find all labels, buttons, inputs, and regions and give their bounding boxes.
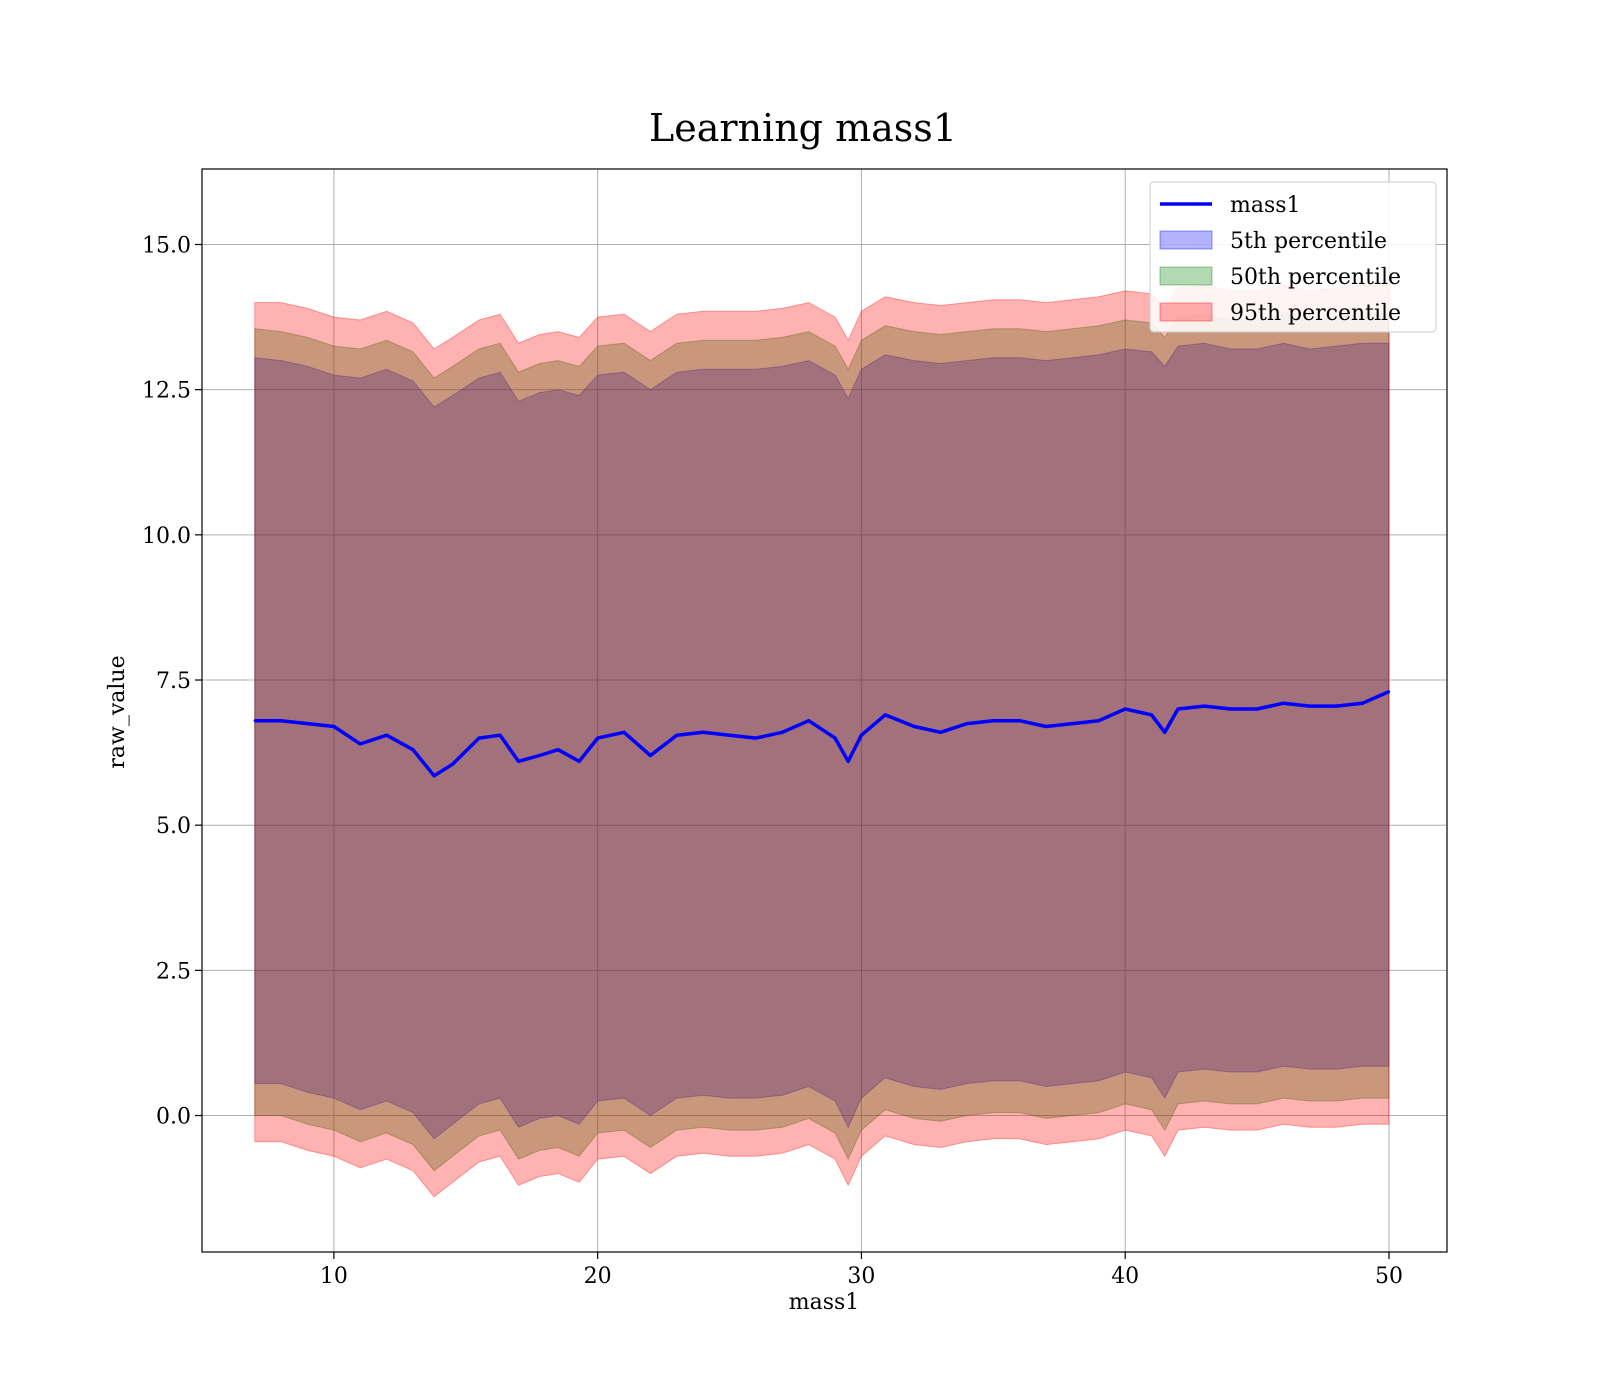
legend-box: [1149, 181, 1437, 333]
x-tick-label: 50: [1375, 1264, 1403, 1289]
mass1-point: [577, 760, 581, 763]
mass1-point: [622, 731, 626, 734]
mass1-point: [279, 719, 283, 722]
y-tick-label: 5.0: [156, 814, 191, 839]
mass1-point: [1018, 719, 1021, 722]
mass1-point: [498, 733, 502, 737]
mass1-point: [253, 719, 256, 722]
chart-title: Learning mass1: [649, 106, 957, 150]
x-tick-label: 10: [320, 1264, 348, 1289]
x-tick-label: 30: [847, 1264, 875, 1289]
legend: mass1 5th percentile 50th percentile 95th p…: [1149, 181, 1437, 333]
legend-label: 5th percentile: [1230, 229, 1387, 254]
mass1-point: [939, 731, 942, 734]
mass1-point: [332, 725, 336, 728]
band-95th-percentile: [254, 284, 1390, 1198]
mass1-point: [1387, 690, 1391, 693]
mass1-point: [1123, 707, 1127, 711]
x-tick-label: 20: [584, 1264, 612, 1289]
mass1-point: [1097, 719, 1101, 722]
mass1-point: [965, 722, 969, 725]
y-tick-label: 10.0: [142, 524, 191, 549]
mass1-point: [432, 774, 436, 778]
mass1-point: [833, 736, 837, 740]
mass1-point: [807, 719, 810, 722]
mass1-point: [701, 731, 705, 734]
mass1-point: [596, 736, 599, 740]
mass1-point: [883, 713, 887, 717]
legend-swatch-5th-percentile: [1159, 230, 1213, 250]
x-tick-label: 40: [1111, 1264, 1139, 1289]
legend-swatch-95th-percentile: [1159, 302, 1213, 322]
mass1-point: [538, 754, 541, 757]
y-axis: 0.0 2.5 5.0 7.5 10.0 12.5 15.0: [142, 233, 202, 1130]
y-tick-label: 0.0: [156, 1105, 191, 1130]
mass1-point: [860, 733, 863, 737]
mass1-point: [385, 733, 388, 737]
band-50th-percentile: [254, 313, 1390, 1172]
y-tick-label: 7.5: [156, 669, 191, 694]
y-axis-label: raw_value: [105, 655, 130, 768]
mass1-point: [451, 763, 454, 766]
mass1-point: [1308, 704, 1312, 708]
mass1-point: [847, 760, 850, 763]
mass1-point: [675, 733, 678, 737]
mass1-point: [411, 748, 415, 751]
band-5th-percentile: [254, 342, 1390, 1140]
mass1-point: [992, 719, 995, 722]
mass1-point: [1044, 725, 1048, 728]
mass1-point: [1229, 707, 1232, 711]
mass1-point: [1176, 707, 1180, 711]
mass1-point: [306, 722, 309, 725]
plot-frame: [201, 168, 1448, 1253]
mass1-point: [1335, 704, 1338, 708]
y-tick-label: 12.5: [142, 379, 191, 404]
mass1-point: [359, 742, 362, 746]
y-tick-label: 2.5: [156, 959, 191, 984]
mass1-point: [1361, 702, 1364, 705]
mass1-point: [728, 733, 731, 737]
series-lines: [253, 689, 1391, 778]
mass1-point: [912, 725, 916, 728]
legend-swatch-50th-percentile: [1159, 266, 1213, 286]
legend-label: 50th percentile: [1230, 265, 1401, 290]
mass1-point: [1163, 731, 1166, 734]
mass1-point: [556, 748, 560, 751]
mass1-point: [781, 731, 784, 734]
mass1-point: [1203, 704, 1206, 708]
y-tick-label: 15.0: [142, 233, 191, 258]
mass1-point: [477, 736, 481, 740]
x-axis-label: mass1: [789, 1290, 860, 1315]
line-mass1: [254, 689, 1390, 778]
x-axis: 10 20 30 40 50: [320, 1252, 1403, 1289]
legend-label: mass1: [1230, 193, 1301, 218]
mass1-point: [1255, 707, 1259, 711]
mass1-point: [1071, 722, 1074, 725]
mass1-point: [1150, 713, 1153, 717]
legend-label: 95th percentile: [1230, 301, 1401, 326]
mass1-point: [517, 760, 520, 763]
grid: [202, 169, 1447, 1252]
mass1-point: [754, 736, 758, 740]
percentile-bands: [254, 284, 1390, 1198]
mass1-point: [649, 754, 652, 757]
mass1-point: [1282, 702, 1285, 705]
